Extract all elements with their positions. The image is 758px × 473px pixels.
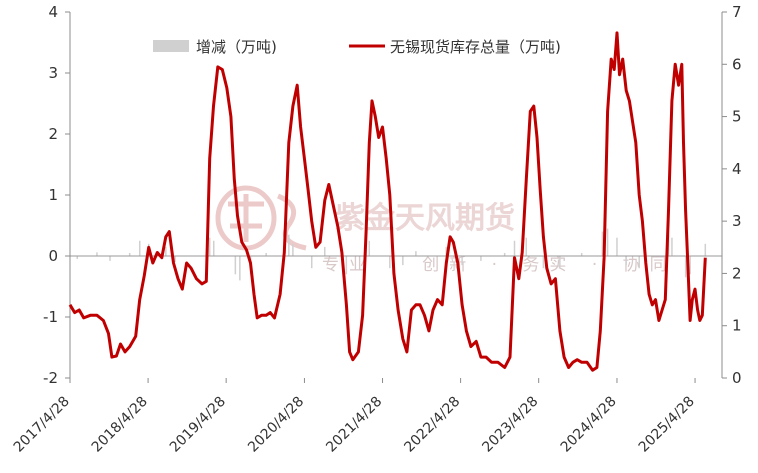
legend-label-change: 增减（万吨) [196, 38, 277, 56]
change-bar [445, 246, 448, 256]
change-bar [234, 256, 237, 275]
change-bar [625, 256, 627, 266]
y-left-tick-label: 0 [48, 247, 58, 265]
change-bar [212, 240, 215, 256]
x-tick-label: 2018/4/28 [89, 394, 151, 456]
change-bar [559, 256, 561, 269]
change-bar [109, 256, 111, 261]
change-bar [174, 256, 176, 263]
change-bar [138, 240, 141, 256]
change-bar [208, 237, 211, 256]
change-bar [684, 256, 687, 278]
change-bar [606, 228, 609, 256]
y-left-tick-label: 4 [48, 3, 58, 21]
y-right-tick-label: 4 [732, 160, 742, 178]
legend: 增减（万吨) 无锡现货库存总量（万吨) [153, 38, 561, 56]
change-bar [704, 243, 707, 256]
change-bar [415, 251, 417, 256]
y-right-tick-label: 0 [732, 369, 742, 387]
x-tick-label: 2020/4/28 [245, 394, 307, 456]
change-bar [310, 256, 313, 269]
change-bar [165, 246, 167, 256]
x-tick-label: 2021/4/28 [323, 394, 385, 456]
change-bar [689, 256, 691, 275]
change-bar [580, 252, 583, 256]
change-bar [480, 256, 482, 261]
y-right-tick-label: 6 [732, 55, 742, 73]
y-right-tick-label: 5 [732, 108, 742, 126]
y-right-tick-label: 2 [732, 264, 742, 282]
y-left-tick-label: 1 [48, 186, 58, 204]
change-bar [76, 256, 79, 260]
x-tick-label: 2024/4/28 [558, 394, 620, 456]
change-bar [96, 252, 98, 256]
change-bar [616, 237, 618, 256]
change-bar [542, 256, 545, 269]
change-bar [288, 234, 290, 256]
change-bar [525, 237, 528, 256]
change-bar [239, 256, 241, 281]
inventory-line [68, 31, 707, 372]
change-bar [513, 240, 516, 256]
y-left-tick-label: 2 [48, 125, 58, 143]
change-bar [368, 240, 371, 256]
change-bar [503, 252, 506, 256]
change-bar [345, 256, 348, 275]
y-right-tick-label: 3 [732, 212, 742, 230]
y-right-tick-label: 1 [732, 317, 742, 335]
x-tick-label: 2025/4/28 [636, 394, 698, 456]
x-tick-label: 2023/4/28 [479, 394, 541, 456]
watermark-tagline: 专业 · 创新 · 务实 · 协同 [322, 255, 677, 275]
x-tick-label: 2019/4/28 [167, 394, 229, 456]
change-bar [461, 256, 463, 266]
change-bar [389, 256, 391, 269]
y-left-tick-label: -1 [43, 308, 58, 326]
legend-swatch-change [153, 40, 189, 52]
change-bar [292, 243, 294, 256]
change-bar [638, 256, 640, 269]
change-bar [324, 246, 326, 256]
change-bar [601, 231, 604, 256]
change-bar [402, 256, 404, 266]
y-left-tick-label: 3 [48, 64, 58, 82]
x-tick-label: 2017/4/28 [11, 394, 73, 456]
change-bar [128, 252, 131, 256]
change-bar [265, 252, 267, 256]
watermark-brand: 紫金天风期货 [335, 201, 515, 236]
y-right-tick-label: 7 [732, 3, 742, 21]
x-tick-label: 2022/4/28 [401, 394, 463, 456]
legend-label-inventory: 无锡现货库存总量（万吨) [390, 38, 561, 56]
change-bar [671, 237, 673, 256]
y-left-tick-label: -2 [43, 369, 58, 387]
watermark-logo [215, 185, 307, 251]
